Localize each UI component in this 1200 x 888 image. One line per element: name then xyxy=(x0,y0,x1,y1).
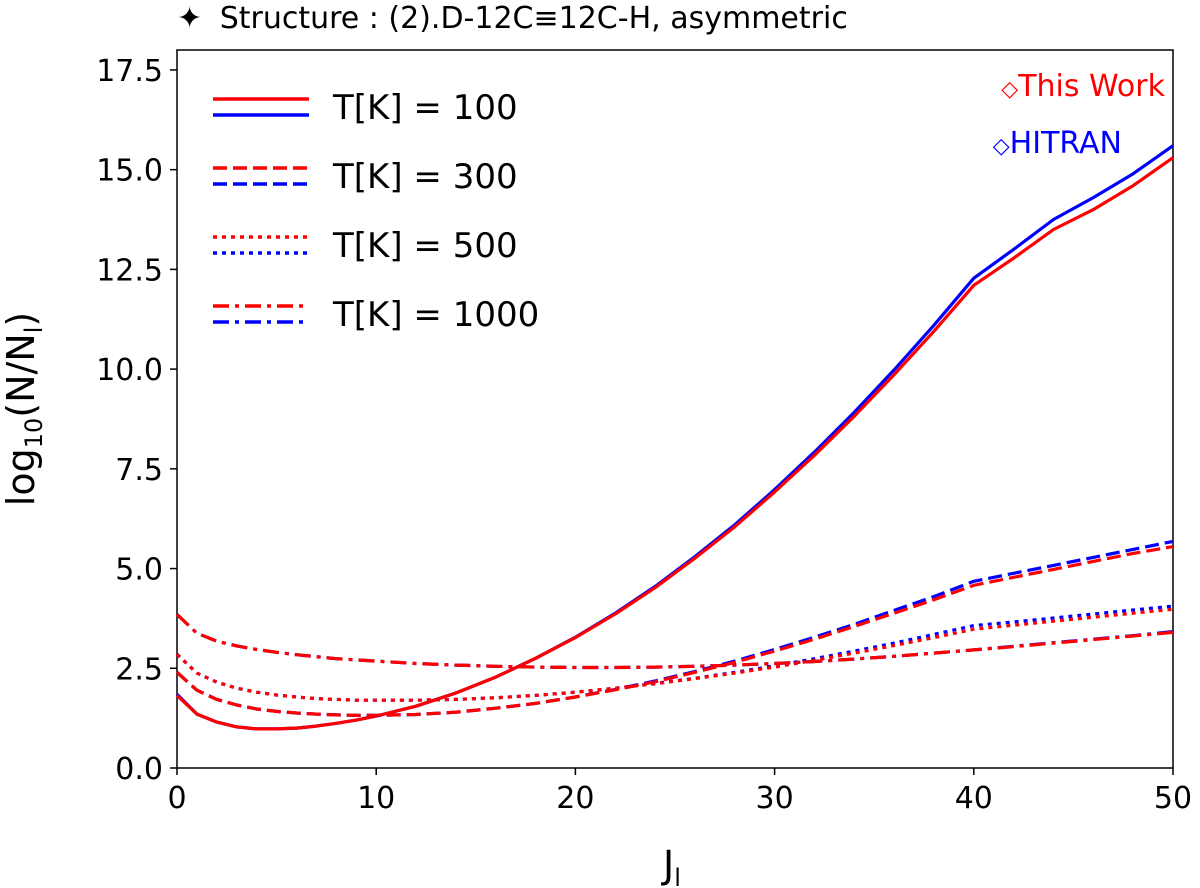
legend-this-work: ◇This Work xyxy=(1001,69,1165,104)
y-tick-label: 12.5 xyxy=(96,253,163,288)
series-line-this-work-t100 xyxy=(175,156,1174,731)
x-tick-label: 30 xyxy=(756,781,794,816)
x-tick-label: 20 xyxy=(556,781,594,816)
x-axis-title: Jl xyxy=(661,843,681,888)
legend-label: T[K] = 500 xyxy=(332,226,518,266)
series-line-this-work-t500 xyxy=(175,607,1174,702)
series-layer xyxy=(175,144,1174,731)
source-legend: ◇This Work ◇HITRAN xyxy=(993,69,1166,161)
legend-label: T[K] = 300 xyxy=(332,157,518,197)
diamond-icon: ◇ xyxy=(993,134,1010,159)
y-tick-label: 5.0 xyxy=(115,553,163,588)
y-tick-label: 15.0 xyxy=(96,154,163,189)
series-line-this-work-t1000 xyxy=(175,613,1174,670)
y-tick-label: 2.5 xyxy=(115,652,163,687)
y-tick-label: 10.0 xyxy=(96,353,163,388)
legend-label: T[K] = 100 xyxy=(332,88,518,128)
y-tick-label: 17.5 xyxy=(96,54,163,89)
plot-frame xyxy=(176,49,1174,769)
chart-title: ✦ Structure : (2).D-12C≡12C-H, asymmetri… xyxy=(177,1,848,36)
title-label: Structure : (2).D-12C≡12C-H, asymmetric xyxy=(220,1,848,36)
series-line-hitran-t300 xyxy=(175,539,1174,717)
ticks-layer: 0 10 20 30 40 50 0.0 2.5 5.0 7.5 10.0 12.5 15.0 17.5 xyxy=(96,54,1192,816)
legend-hitran: ◇HITRAN xyxy=(993,126,1122,161)
x-tick-label: 0 xyxy=(167,781,186,816)
y-axis-title: log10(N/Nl) xyxy=(0,312,48,506)
series-line-hitran-t100 xyxy=(175,144,1174,731)
series-line-hitran-t1000 xyxy=(175,613,1174,670)
x-tick-label: 10 xyxy=(357,781,395,816)
title-marker-icon: ✦ xyxy=(177,1,202,36)
temperature-legend: T[K] = 100 T[K] = 300 T[K] = 500 T[K] = 100… xyxy=(213,88,539,335)
series-line-hitran-t500 xyxy=(175,604,1174,702)
series-line-this-work-t300 xyxy=(175,545,1174,717)
x-tick-label: 40 xyxy=(955,781,993,816)
x-tick-label: 50 xyxy=(1154,781,1192,816)
diamond-icon: ◇ xyxy=(1001,77,1018,102)
y-tick-label: 7.5 xyxy=(115,453,163,488)
y-tick-label: 0.0 xyxy=(115,752,163,787)
legend-label: T[K] = 1000 xyxy=(332,295,539,335)
